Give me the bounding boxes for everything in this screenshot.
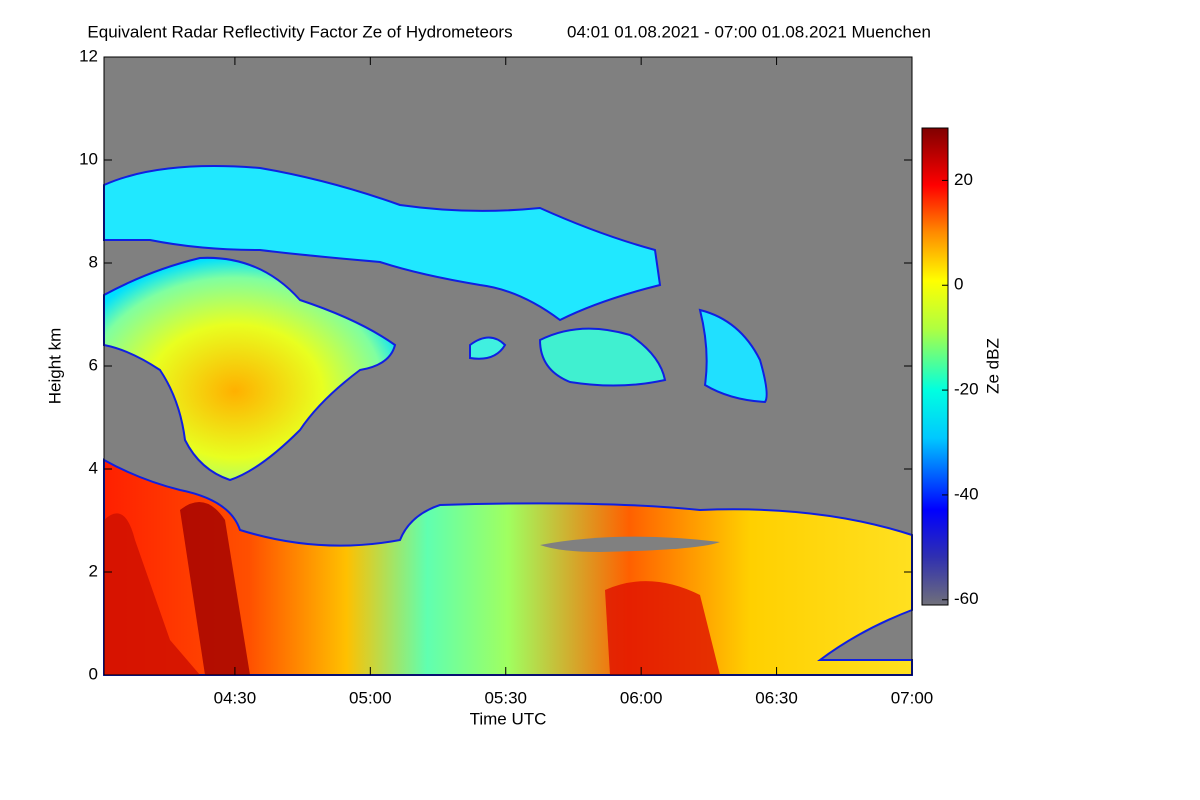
y-tick-label: 12 xyxy=(79,46,98,65)
cloud-patch xyxy=(469,336,507,360)
colorbar xyxy=(921,127,949,606)
y-tick-label: 4 xyxy=(89,458,98,477)
colorbar-tick-label: -40 xyxy=(954,484,979,503)
x-tick-label: 05:30 xyxy=(484,688,527,707)
colorbar-tick-label: 20 xyxy=(954,170,973,189)
chart-title: Equivalent Radar Reflectivity Factor Ze … xyxy=(87,22,512,41)
x-tick-label: 07:00 xyxy=(891,688,934,707)
colorbar-label: Ze dBZ xyxy=(983,338,1002,394)
colorbar-tick-label: 0 xyxy=(954,275,963,294)
x-tick-label: 04:30 xyxy=(214,688,257,707)
gap xyxy=(540,536,720,552)
cloud-patch xyxy=(538,327,667,387)
x-tick-label: 06:30 xyxy=(755,688,798,707)
y-tick-label: 10 xyxy=(79,149,98,168)
cloud-patch xyxy=(698,308,768,404)
core xyxy=(104,513,200,675)
colorbar-tick-label: -20 xyxy=(954,380,979,399)
core xyxy=(605,581,720,675)
radar-field xyxy=(103,57,913,676)
x-tick-label: 05:00 xyxy=(349,688,392,707)
y-tick-label: 2 xyxy=(89,561,98,580)
y-axis-label: Height km xyxy=(45,328,64,405)
chart-subtitle: 04:01 01.08.2021 - 07:00 01.08.2021 Muen… xyxy=(567,22,931,41)
cloud-mid xyxy=(103,256,397,482)
y-tick-label: 6 xyxy=(89,355,98,374)
y-tick-label: 0 xyxy=(89,664,98,683)
colorbar-tick-label: -60 xyxy=(954,589,979,608)
x-axis-label: Time UTC xyxy=(470,709,547,728)
y-tick-label: 8 xyxy=(89,252,98,271)
x-tick-label: 06:00 xyxy=(620,688,663,707)
cloud-upper xyxy=(103,165,662,322)
core xyxy=(180,502,250,675)
